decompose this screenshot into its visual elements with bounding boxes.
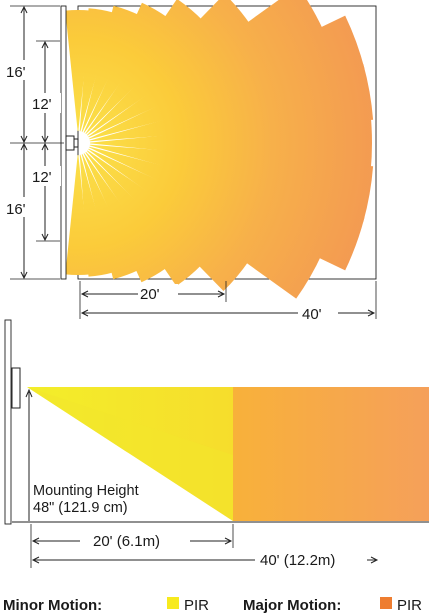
pir-beam [83,153,167,283]
legend-major-item: PIR [397,597,422,614]
side-sensor [11,367,21,409]
pir-beam [79,154,114,277]
side-dim-40-label: 40' (12.2m) [260,552,335,569]
legend-major-swatch [380,597,392,609]
legend-minor-item: PIR [184,597,209,614]
pir-beam [88,148,322,299]
pir-beam [85,151,202,287]
pir-fan-pattern [65,0,374,299]
pir-beam [81,154,139,280]
mounting-wall [60,5,67,280]
dim-40-label: 40' [302,306,322,323]
side-view: Mounting Height 48" (121.9 cm) 20' (6.1m… [4,319,429,570]
dim-16-upper-label: 16' [6,64,26,81]
pir-beam [85,0,203,135]
sensor-device [65,135,75,151]
mounting-height-label: Mounting Height [33,483,139,499]
legend-major-label: Major Motion: [243,597,341,614]
dim-12-upper-label: 12' [32,96,52,113]
legend: Minor Motion: PIR Major Motion: PIR [3,597,422,614]
legend-minor-swatch [167,597,179,609]
top-view: 16' 16' 12' 12' 20' 40' [2,0,377,323]
side-dim-20-label: 20' (6.1m) [93,533,160,550]
sensor-lens [73,138,79,148]
minor-motion-lower-beam [27,387,233,521]
dim-12-lower-label: 12' [32,169,52,186]
side-wall [4,319,12,525]
pir-beam [89,15,365,140]
pir-beam [65,9,91,132]
pir-beam [65,154,91,276]
pir-beam [81,5,140,132]
pir-beam [86,0,251,136]
dim-20-label: 20' [140,286,160,303]
mounting-height-value: 48" (121.9 cm) [33,500,128,516]
pir-beam [86,150,250,292]
major-motion-zone [233,387,429,521]
dim-16-lower-label: 16' [6,201,26,218]
pir-beam [88,0,324,138]
pir-beam [89,146,365,271]
pir-beam [89,114,372,172]
pir-beam [83,2,168,133]
legend-minor-label: Minor Motion: [3,597,102,614]
